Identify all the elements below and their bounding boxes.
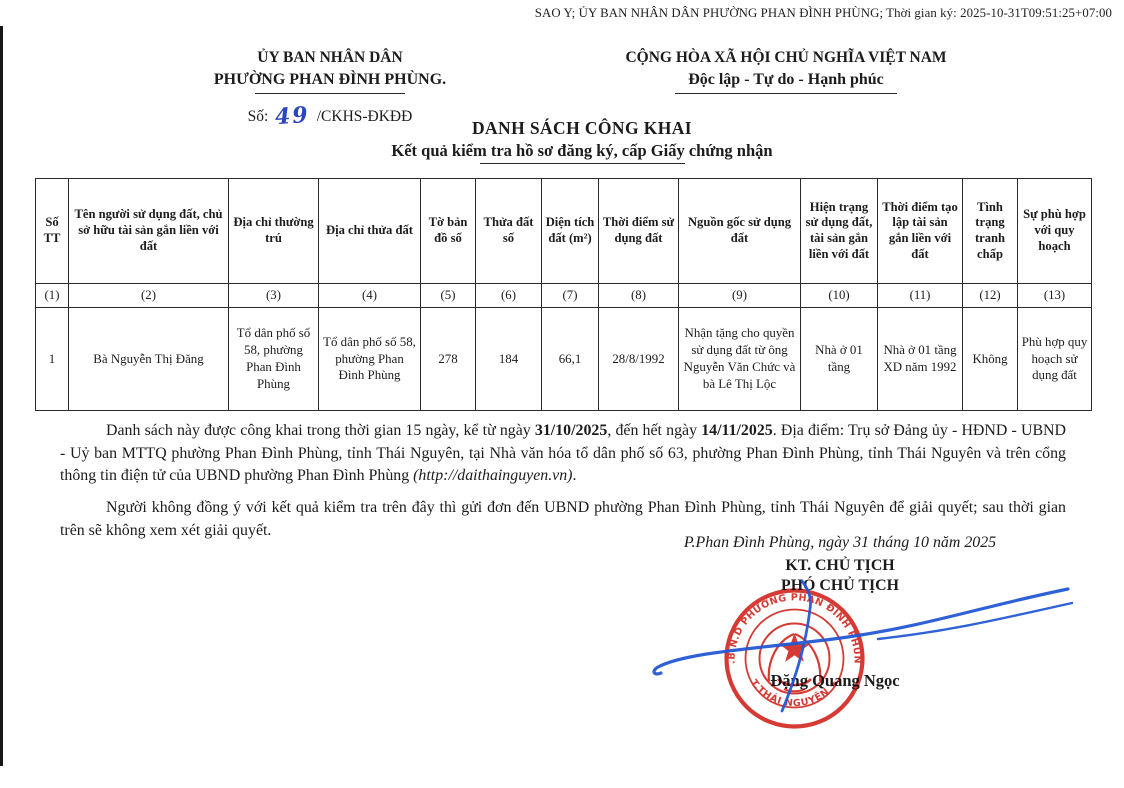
national-emblem-icon [758,622,831,695]
signer-title-kt: KT. CHỦ TỊCH [785,557,895,574]
subtitle-underline [479,163,685,164]
col-number: (12) [962,283,1018,308]
p1-text: . Địa điểm: Trụ sở Đảng ủy - HĐND - UBND… [60,422,1066,485]
col-header-tranh-chap: Tình trạng tranh chấp [962,178,1018,284]
cell-dien-tich: 66,1 [541,307,599,411]
document-subtitle: Kết quả kiểm tra hồ sơ đăng ký, cấp Giấy… [391,141,773,160]
table-header-row: Số TT Tên người sử dụng đất, chủ sở hữu … [35,178,1092,284]
national-motto-line1: CỘNG HÒA XÃ HỘI CHỦ NGHĨA VIỆT NAM [625,49,947,66]
cell-hien-trang: Nhà ở 01 tầng [800,307,878,411]
col-header-quy-hoach: Sự phù hợp với quy hoạch [1017,178,1092,284]
col-header-thua-dat-so: Thửa đất số [475,178,542,284]
publication-start-date: 31/10/2025 [534,422,608,439]
issuing-authority-block: ỦY BAN NHÂN DÂN PHƯỜNG PHAN ĐÌNH PHÙNG. … [128,48,532,130]
public-list-table: Số TT Tên người sử dụng đất, chủ sở hữu … [35,178,1092,411]
col-header-nguon-goc: Nguồn gốc sử dụng đất [678,178,801,284]
col-number: (13) [1017,283,1092,308]
complaint-notice-paragraph: Người không đồng ý với kết quả kiểm tra … [60,499,1066,539]
col-header-to-ban-do: Tờ bản đồ số [420,178,476,284]
col-number: (6) [475,283,542,308]
digital-signature-banner: SAO Y; ỦY BAN NHÂN DÂN PHƯỜNG PHAN ĐÌNH … [534,6,1112,20]
col-number: (8) [598,283,679,308]
document-title: DANH SÁCH CÔNG KHAI [471,118,693,138]
national-header-block: CỘNG HÒA XÃ HỘI CHỦ NGHĨA VIỆT NAM Độc l… [560,48,1012,94]
cell-thoi-diem-tao-lap: Nhà ở 01 tầng XD năm 1992 [877,307,963,411]
col-number: (9) [678,283,801,308]
col-header-thoi-diem-tao-lap: Thời điểm tạo lập tài sản gắn liền với đ… [877,178,963,284]
col-number: (7) [541,283,599,308]
scan-edge-artifact [0,26,3,766]
col-number: (3) [228,283,319,308]
official-red-seal-stamp: U.B.N.D PHƯỜNG PHAN ĐÌNH PHÙNG T.THÁI NG… [722,586,865,729]
col-header-dia-chi-thuong-tru: Địa chỉ thường trú [228,178,319,284]
publication-end-date: 14/11/2025 [701,422,773,439]
place-and-date-line: P.Phan Đình Phùng, ngày 31 tháng 10 năm … [683,534,997,551]
cell-quy-hoach: Phù hợp quy hoạch sử dụng đất [1017,307,1092,411]
cell-thoi-diem-su-dung: 28/8/1992 [598,307,679,411]
col-number: (11) [877,283,963,308]
p1-text: . [572,467,577,485]
cell-to-ban-do: 278 [420,307,476,411]
cell-stt: 1 [35,307,69,411]
col-number: (5) [420,283,476,308]
col-header-dien-tich: Diện tích đất (m²) [541,178,599,284]
motto-underline [675,92,897,94]
column-number-row: (1) (2) (3) (4) (5) (6) (7) (8) (9) (10)… [35,283,1092,308]
portal-url: (http://daithainguyen.vn) [413,467,573,485]
table-row: 1 Bà Nguyễn Thị Đăng Tổ dân phố số 58, p… [35,307,1092,411]
cell-thua-dat-so: 184 [475,307,542,411]
cell-dia-chi-thua-dat: Tổ dân phố số 58, phường Phan Đình Phùng [318,307,421,411]
p1-text: , đến hết ngày [607,422,702,439]
cell-nguon-goc: Nhận tặng cho quyền sử dụng đất từ ông N… [678,307,801,411]
publication-notice-paragraph: Danh sách này được công khai trong thời … [60,420,1066,488]
document-number-line: Số: 49 /CKHS-ĐKĐĐ [128,101,532,129]
national-motto-line2: Độc lập - Tự do - Hạnh phúc [688,70,884,88]
col-header-thoi-diem-su-dung: Thời điểm sử dụng đất [598,178,679,284]
col-header-hien-trang: Hiện trạng sử dụng đất, tài sản gắn liền… [800,178,878,284]
document-title-block: DANH SÁCH CÔNG KHAI Kết quả kiểm tra hồ … [262,118,902,164]
col-header-stt: Số TT [35,178,69,284]
col-number: (1) [35,283,69,308]
col-header-ten-nguoi: Tên người sử dụng đất, chủ sở hữu tài sả… [68,178,229,284]
body-text-block: Danh sách này được công khai trong thời … [60,420,1066,543]
cell-ten-nguoi: Bà Nguyễn Thị Đăng [68,307,229,411]
org-name-underline [255,92,405,94]
doc-number-label: Số: [247,107,269,125]
org-parent-name: ỦY BAN NHÂN DÂN [257,49,403,66]
col-number: (2) [68,283,229,308]
org-name: PHƯỜNG PHAN ĐÌNH PHÙNG. [213,70,447,88]
p1-text: Danh sách này được công khai trong thời … [106,422,535,439]
col-number: (4) [318,283,421,308]
col-number: (10) [800,283,878,308]
cell-dia-chi-thuong-tru: Tổ dân phố số 58, phường Phan Đình Phùng [228,307,319,411]
doc-number-suffix: /CKHS-ĐKĐĐ [316,107,413,125]
cell-tranh-chap: Không [962,307,1018,411]
col-header-dia-chi-thua-dat: Địa chỉ thửa đất [318,178,421,284]
